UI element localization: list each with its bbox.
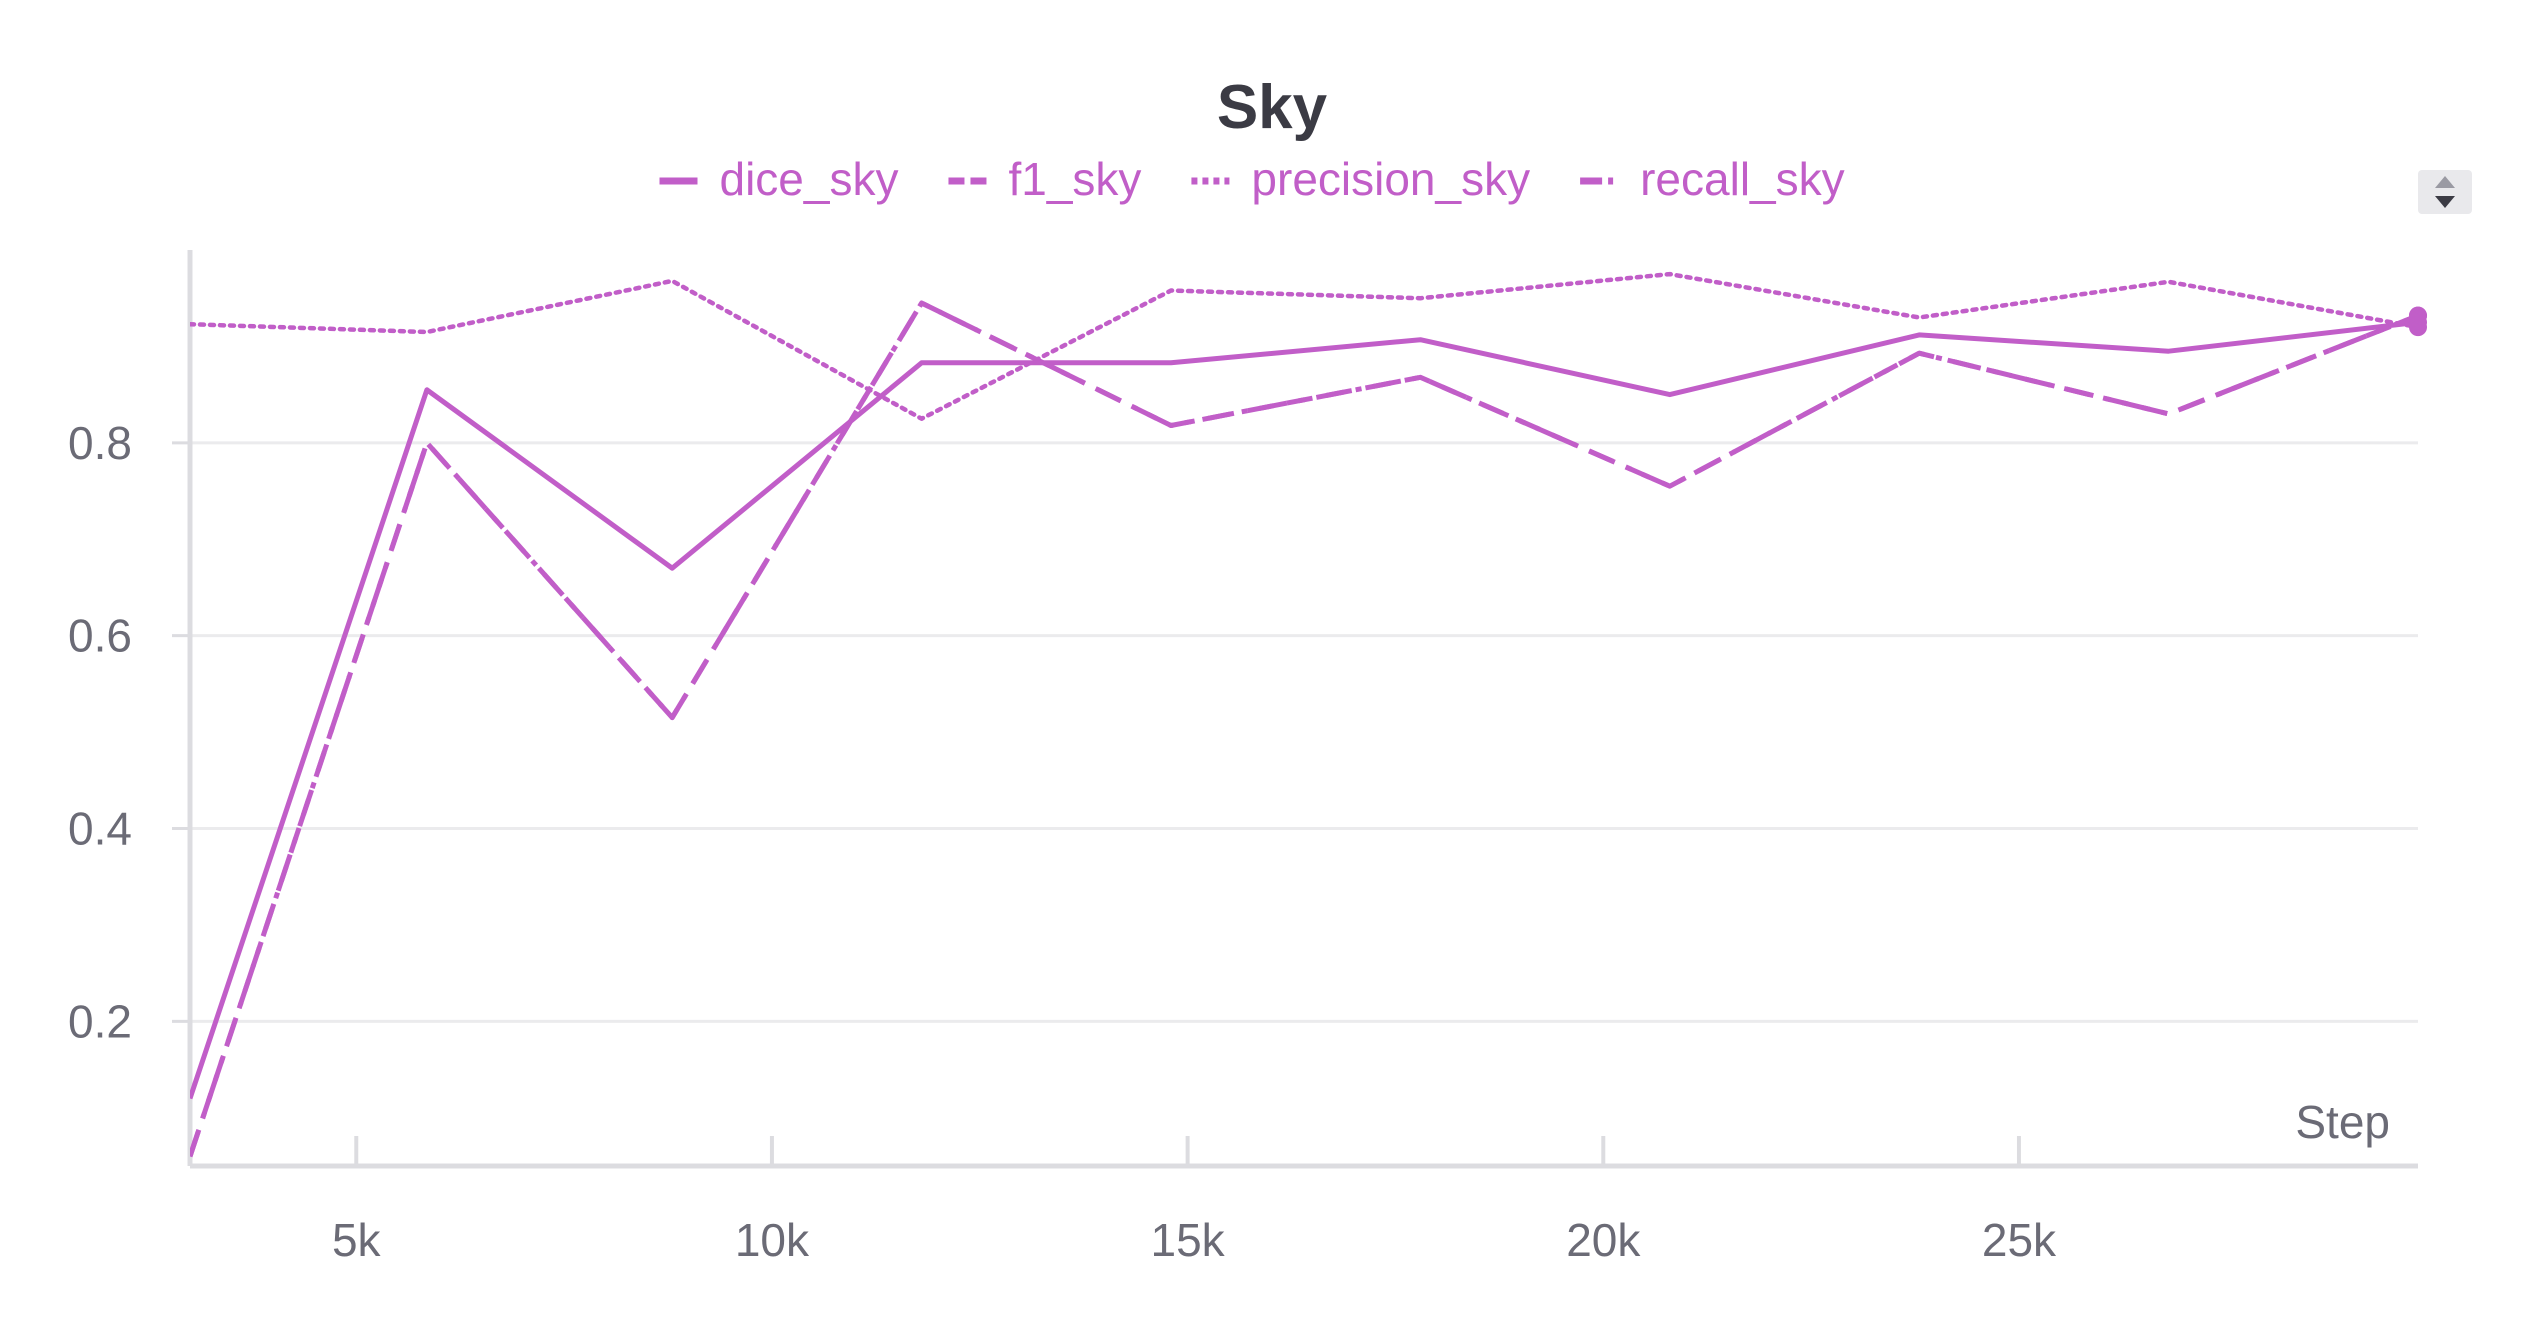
axes — [187, 250, 2418, 1169]
chart-title: Sky — [1217, 73, 1328, 142]
legend: dice_sky f1_sky precision_sky recall_sky — [659, 153, 1845, 205]
legend-item-recall_sky[interactable]: recall_sky — [1580, 153, 1845, 205]
x-axis-label: Step — [2295, 1096, 2390, 1148]
legend-label: precision_sky — [1251, 153, 1530, 205]
gridlines — [190, 441, 2418, 1023]
x-axis-ticks: 5k 10k 15k 20k 25k — [332, 1136, 2057, 1266]
legend-scroll-control[interactable] — [2418, 170, 2472, 214]
series-line-f1_sky — [190, 300, 2419, 1158]
legend-item-precision_sky[interactable]: precision_sky — [1191, 153, 1530, 205]
series-line-precision_sky — [190, 271, 2421, 421]
legend-label: recall_sky — [1640, 153, 1845, 205]
x-tick-label: 25k — [1982, 1214, 2057, 1266]
scroll-up-down-icon — [2435, 176, 2455, 208]
y-tick-label: 0.6 — [68, 610, 132, 662]
series-end-marker-recall_sky — [2409, 306, 2427, 325]
legend-label: f1_sky — [1008, 153, 1141, 205]
series-line-recall_sky — [190, 300, 2419, 1158]
x-tick-label: 5k — [332, 1214, 382, 1266]
x-tick-label: 15k — [1151, 1214, 1226, 1266]
legend-item-dice_sky[interactable]: dice_sky — [659, 153, 899, 205]
legend-item-f1_sky[interactable]: f1_sky — [948, 153, 1141, 205]
x-tick-label: 20k — [1566, 1214, 1641, 1266]
y-axis-ticks: 0.2 0.4 0.6 0.8 — [68, 417, 190, 1047]
x-tick-label: 10k — [735, 1214, 810, 1266]
series-line-dice_sky — [190, 319, 2419, 1100]
y-tick-label: 0.8 — [68, 417, 132, 469]
series-lines — [190, 271, 2421, 1158]
legend-label: dice_sky — [720, 153, 899, 205]
y-tick-label: 0.4 — [68, 803, 132, 855]
y-tick-label: 0.2 — [68, 995, 132, 1047]
